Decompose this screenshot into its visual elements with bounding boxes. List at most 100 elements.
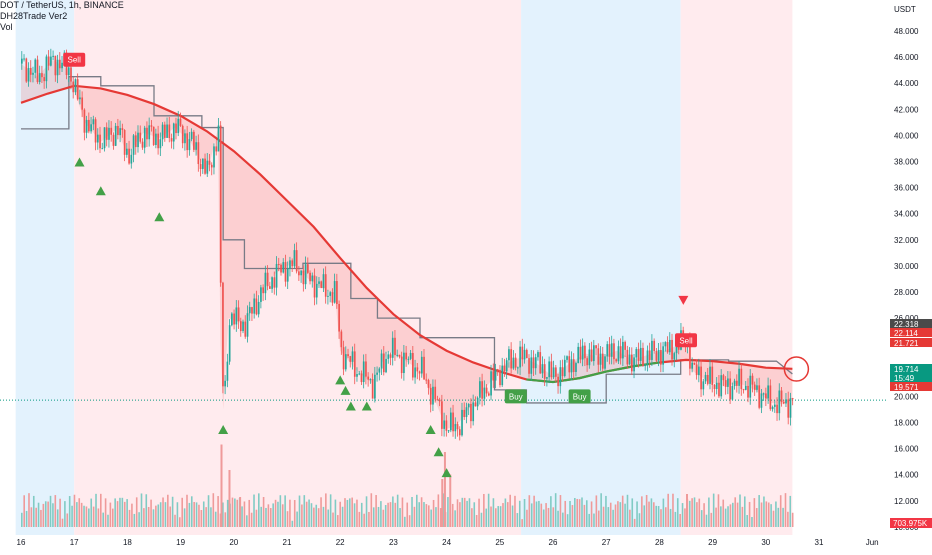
volume-indicator-name[interactable]: Vol xyxy=(0,22,13,32)
candle-body xyxy=(447,430,450,432)
chart-legend[interactable]: DOT / TetherUS, 1h, BINANCE DH28Trade Ve… xyxy=(0,0,124,33)
volume-bar xyxy=(727,506,729,527)
candle-body xyxy=(490,371,492,396)
volume-bar xyxy=(133,513,136,527)
candle-body xyxy=(436,399,439,401)
time-axis[interactable]: 16 17 18 19 20 21 22 23 24 25 26 27 28 29 30 31 Jun xyxy=(0,535,932,550)
volume-bar xyxy=(131,503,133,527)
volume-bar xyxy=(495,508,497,527)
candle-body xyxy=(331,292,334,303)
volume-bar xyxy=(370,493,373,527)
volume-bar xyxy=(313,507,315,527)
candle-body xyxy=(29,67,32,75)
volume-bar xyxy=(179,517,181,527)
volume-bar xyxy=(700,510,703,527)
candle-body xyxy=(543,364,546,379)
volume-bar xyxy=(423,502,425,527)
price-tick-label: 34.000 xyxy=(894,210,919,219)
volume-bar xyxy=(147,507,150,527)
candle-body xyxy=(648,350,651,360)
volume-bar xyxy=(483,493,485,527)
volume-bar xyxy=(181,497,183,527)
volume-bar xyxy=(202,501,205,527)
volume-bar xyxy=(88,508,90,527)
candle-body xyxy=(532,357,535,369)
volume-bar xyxy=(760,502,763,527)
marker-label: Buy xyxy=(509,392,523,401)
candle-body xyxy=(353,351,356,377)
candle-body xyxy=(608,344,611,357)
candle-body xyxy=(161,124,164,140)
candle-body xyxy=(740,368,743,390)
background-bands xyxy=(15,0,793,535)
volume-bar xyxy=(739,494,741,527)
price-tick-label: 44.000 xyxy=(894,79,919,88)
candle-body xyxy=(601,353,604,369)
volume-tag xyxy=(890,518,932,528)
volume-bar xyxy=(720,506,722,527)
candle-body xyxy=(604,356,606,369)
volume-bar xyxy=(71,505,73,527)
candle-body xyxy=(689,340,691,369)
volume-bar xyxy=(545,503,547,527)
volume-bar xyxy=(487,493,490,527)
volume-bar xyxy=(61,518,64,527)
volume-bar xyxy=(418,502,421,527)
volume-bar xyxy=(246,515,248,527)
candle-body xyxy=(720,375,723,397)
volume-bar xyxy=(710,512,713,527)
volume-bar xyxy=(542,509,545,527)
candle-body xyxy=(34,59,37,73)
volume-bar xyxy=(109,502,112,527)
volume-bar xyxy=(578,499,581,527)
candle-body xyxy=(179,118,182,126)
volume-bar xyxy=(777,507,780,527)
volume-bar xyxy=(346,499,349,527)
candle-body xyxy=(742,389,745,391)
candle-body xyxy=(561,367,564,377)
indicator-name[interactable]: DH28Trade Ver2 xyxy=(0,11,68,21)
candle-body xyxy=(557,376,559,387)
volume-bar xyxy=(516,513,519,527)
candle-body xyxy=(121,128,124,130)
volume-bar xyxy=(47,501,49,527)
price-tag xyxy=(890,382,932,391)
volume-bar xyxy=(633,518,636,527)
currency-label: USDT xyxy=(894,5,916,14)
candle-body xyxy=(88,119,90,132)
candle-body xyxy=(657,350,660,361)
volume-bar xyxy=(655,505,658,527)
volume-bar xyxy=(439,508,442,527)
volume-bar xyxy=(95,493,97,527)
candle-body xyxy=(360,373,363,383)
candle-body xyxy=(452,412,454,432)
candle-body xyxy=(789,398,792,418)
time-tick-label: 23 xyxy=(389,538,398,547)
candle-body xyxy=(525,349,528,359)
volume-bar xyxy=(68,496,71,527)
volume-bar xyxy=(277,501,279,527)
volume-bar xyxy=(576,498,579,527)
candle-body xyxy=(593,345,595,362)
candle-body xyxy=(782,402,785,404)
volume-bar xyxy=(427,505,430,527)
volume-bar xyxy=(200,509,203,527)
volume-bar xyxy=(581,497,583,527)
candle-body xyxy=(273,277,276,288)
candle-body xyxy=(508,349,510,361)
candle-body xyxy=(382,353,385,373)
candle-body xyxy=(248,307,251,314)
volume-bar xyxy=(676,498,679,527)
candle-body xyxy=(311,275,314,282)
volume-bar xyxy=(186,494,188,527)
volume-bar xyxy=(356,499,358,527)
price-axis[interactable]: 10.00012.00014.00016.00018.00020.00022.0… xyxy=(888,0,932,550)
candle-body xyxy=(143,127,146,148)
volume-bar xyxy=(432,499,435,527)
volume-bar xyxy=(30,507,33,527)
symbol-title[interactable]: DOT / TetherUS, 1h, BINANCE xyxy=(0,0,124,10)
volume-bar xyxy=(583,504,586,527)
volume-bar xyxy=(674,511,677,527)
